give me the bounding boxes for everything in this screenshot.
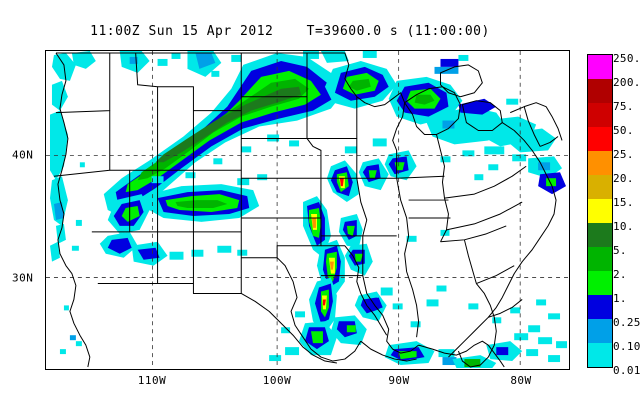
map-canvas <box>46 51 569 369</box>
colorbar-tick-200.: 200. <box>613 76 640 89</box>
precip-upper-midwest <box>103 51 463 218</box>
latlon-gridlines <box>46 51 569 369</box>
colorbar-tick-0.01: 0.01 <box>613 364 640 377</box>
colorbar-band-250. <box>588 55 612 79</box>
colorbar-band-5. <box>588 247 612 271</box>
colorbar-band-1. <box>588 295 612 319</box>
colorbar-tick-75.: 75. <box>613 100 634 113</box>
precip-pacific-coast <box>49 51 96 355</box>
colorbar-tick-1.: 1. <box>613 292 627 305</box>
colorbar-tick-15.: 15. <box>613 196 634 209</box>
precip-colorado-utah <box>99 172 268 266</box>
colorbar-band-10. <box>588 223 612 247</box>
colorbar-band-20. <box>588 175 612 199</box>
x-axis-label-2: 90W <box>388 374 410 387</box>
x-axis-label-0: 110W <box>137 374 167 387</box>
colorbar-tick-0.10: 0.10 <box>613 340 640 353</box>
x-axis-label-1: 100W <box>262 374 292 387</box>
x-axis-label-3: 80W <box>510 374 532 387</box>
precip-plains-squall-line <box>269 138 417 362</box>
map-borders <box>53 52 563 368</box>
colorbar-tick-250.: 250. <box>613 52 640 65</box>
colorbar-band-200. <box>588 79 612 103</box>
colorbar-band-75. <box>588 103 612 127</box>
colorbar-band-15. <box>588 199 612 223</box>
colorbar-tick-25.: 25. <box>613 148 634 161</box>
colorbar-tick-5.: 5. <box>613 244 627 257</box>
precip-northern-rockies <box>119 51 242 77</box>
colorbar-tick-50.: 50. <box>613 124 634 137</box>
colorbar-band-25. <box>588 151 612 175</box>
colorbar-tick-10.: 10. <box>613 220 634 233</box>
precipitation-layer <box>49 51 568 369</box>
colorbar-band-50. <box>588 127 612 151</box>
colorbar-band-2. <box>588 271 612 295</box>
colorbar <box>587 54 613 368</box>
page-title: 11:00Z Sun 15 Apr 2012 T=39600.0 s (11:0… <box>90 24 490 39</box>
colorbar-tick-2.: 2. <box>613 268 627 281</box>
colorbar-band-0.25 <box>588 319 612 343</box>
map-plot-area <box>45 50 570 370</box>
precip-gulf-coast <box>384 229 568 369</box>
y-axis-label-1: 30N <box>12 271 34 285</box>
colorbar-tick-20.: 20. <box>613 172 634 185</box>
y-axis-label-0: 40N <box>12 148 34 162</box>
colorbar-band-0.10 <box>588 343 612 367</box>
colorbar-tick-0.25: 0.25 <box>613 316 640 329</box>
